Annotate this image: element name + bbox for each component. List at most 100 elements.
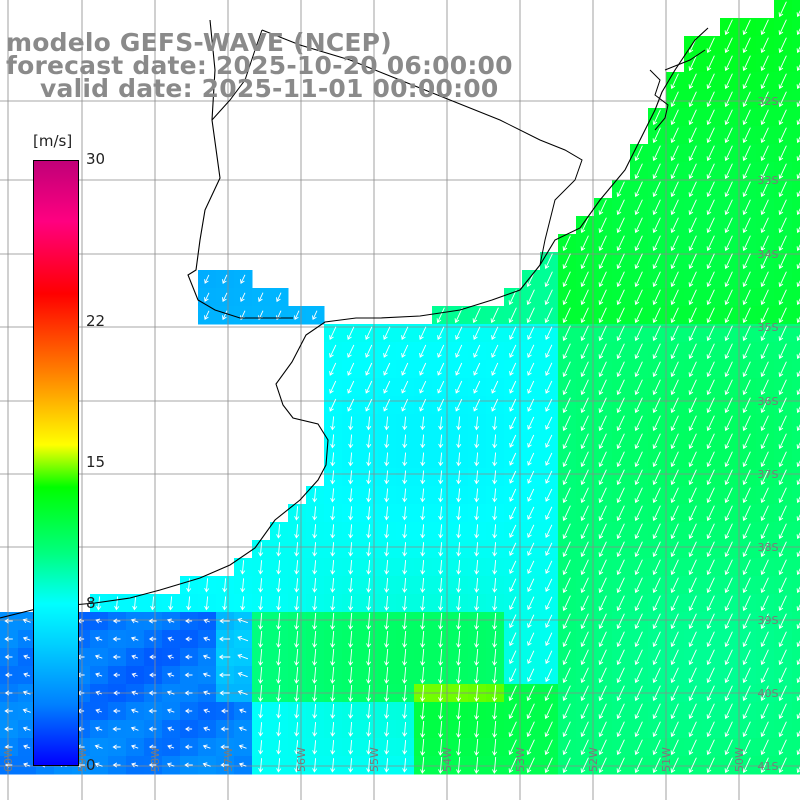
wind-arrow (670, 577, 679, 594)
wind-arrow (545, 452, 553, 466)
wind-arrow (240, 292, 246, 302)
wind-arrow (509, 452, 517, 466)
wind-arrow (474, 470, 480, 485)
wind-arrow (167, 654, 174, 660)
wind-arrow (112, 744, 121, 750)
wind-arrow (401, 398, 409, 412)
wind-arrow (724, 451, 733, 468)
wind-arrow (706, 91, 715, 108)
wind-arrow (402, 506, 408, 521)
wind-arrow (634, 631, 643, 648)
wind-arrow (490, 307, 499, 324)
wind-arrow (562, 397, 571, 414)
wind-arrow (456, 756, 462, 774)
wind-arrow (95, 672, 103, 678)
wind-arrow (383, 344, 391, 358)
wind-arrow (148, 726, 157, 732)
wind-arrow (239, 708, 247, 714)
wind-arrow (634, 163, 643, 180)
wind-arrow (545, 542, 553, 556)
wind-arrow (706, 235, 715, 252)
wind-arrow (237, 635, 249, 642)
wind-arrow (294, 578, 300, 593)
wind-arrow (670, 181, 679, 198)
wind-arrow (688, 433, 697, 450)
wind-arrow (688, 739, 697, 756)
wind-arrow (562, 649, 571, 666)
wind-arrow (204, 578, 210, 593)
wind-arrow (492, 578, 498, 593)
wind-arrow (706, 379, 715, 396)
wind-arrow (384, 648, 390, 666)
wind-arrow (184, 654, 193, 660)
wind-arrow (760, 559, 769, 576)
wind-arrow (760, 451, 769, 468)
wind-arrow (670, 667, 679, 684)
wind-arrow (527, 398, 535, 412)
valid-date: valid date: 2025-11-01 00:00:00 (40, 74, 499, 103)
wind-arrow (580, 361, 589, 378)
wind-arrow (562, 289, 571, 306)
wind-arrow (526, 289, 535, 306)
wind-speed-cells (0, 0, 800, 775)
wind-arrow (526, 739, 535, 756)
wind-arrow (276, 666, 282, 684)
wind-arrow (348, 542, 354, 557)
wind-arrow (509, 560, 517, 574)
wind-arrow (562, 739, 571, 756)
wind-arrow (724, 523, 733, 540)
wind-arrow (724, 73, 733, 90)
wind-arrow (348, 578, 354, 593)
wind-arrow (348, 684, 354, 702)
uruguay-river (211, 29, 263, 121)
wind-arrow (652, 757, 661, 774)
wind-arrow (383, 380, 391, 394)
wind-arrow (222, 292, 228, 302)
wind-arrow (760, 199, 769, 216)
wind-arrow (616, 415, 625, 432)
wind-arrow (670, 271, 679, 288)
wind-arrow (237, 653, 249, 660)
wind-arrow (670, 451, 679, 468)
wind-arrow (616, 541, 625, 558)
wind-arrow (491, 344, 499, 358)
wind-arrow (438, 630, 444, 648)
wind-arrow (652, 667, 661, 684)
wind-cell (792, 126, 800, 145)
wind-arrow (527, 380, 535, 394)
wind-arrow (474, 666, 480, 684)
wind-arrow (724, 595, 733, 612)
wind-arrow (670, 523, 679, 540)
wind-arrow (348, 721, 354, 737)
wind-arrow (456, 612, 462, 630)
wind-arrow (545, 632, 553, 647)
wind-arrow (706, 271, 715, 288)
wind-arrow (742, 325, 751, 342)
wind-arrow (670, 235, 679, 252)
wind-arrow (294, 542, 300, 557)
wind-arrow (670, 703, 679, 720)
wind-arrow (670, 559, 679, 576)
wind-arrow (598, 631, 607, 648)
wind-arrow (724, 271, 733, 288)
wind-arrow (616, 631, 625, 648)
wind-arrow (742, 577, 751, 594)
wind-arrow (634, 523, 643, 540)
wind-arrow (474, 720, 480, 738)
wind-arrow (652, 487, 661, 504)
wind-arrow (742, 235, 751, 252)
wind-arrow (688, 235, 697, 252)
wind-arrow (258, 578, 264, 593)
wind-arrow (706, 721, 715, 738)
wind-arrow (634, 703, 643, 720)
wind-arrow (312, 684, 318, 702)
wind-arrow (222, 274, 228, 284)
wind-arrow (545, 434, 553, 448)
wind-arrow (402, 542, 408, 557)
wind-arrow (366, 648, 372, 666)
wind-arrow (616, 649, 625, 666)
wind-arrow (131, 654, 139, 660)
wind-arrow (616, 703, 625, 720)
wind-arrow (652, 379, 661, 396)
wind-cell (792, 522, 800, 541)
